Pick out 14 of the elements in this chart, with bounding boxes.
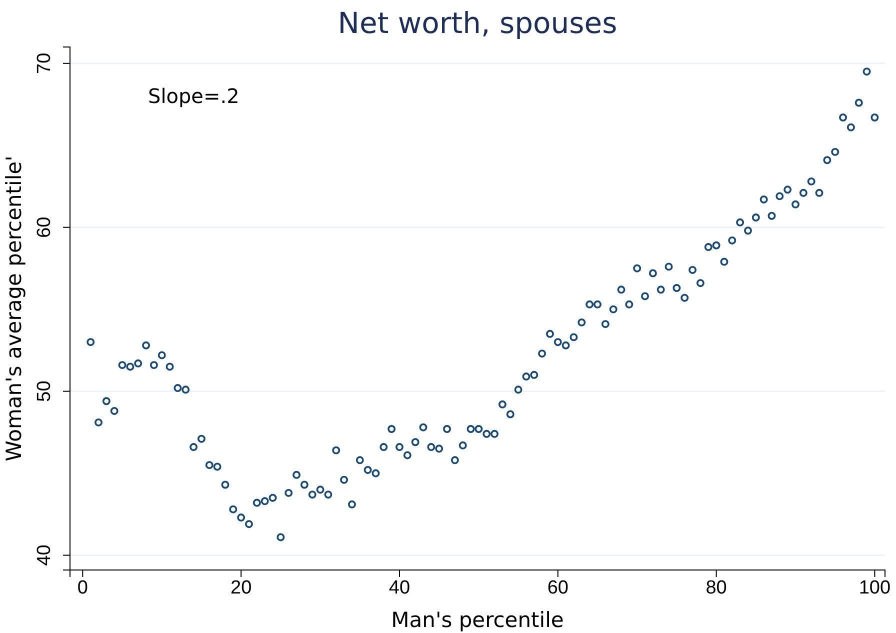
x-tick-label: 0 (77, 577, 88, 598)
y-axis-title: Woman's average percentile' (2, 156, 26, 462)
x-tick-label: 40 (388, 577, 410, 598)
x-tick-label: 60 (547, 577, 568, 598)
x-tick-label: 80 (706, 577, 727, 598)
y-tick-label: 60 (34, 216, 55, 238)
y-tick-label: 70 (34, 52, 55, 74)
y-tick-label: 40 (34, 544, 55, 566)
chart-title: Net worth, spouses (338, 6, 618, 40)
x-axis-title: Man's percentile (391, 608, 564, 632)
annotation: Slope=.2 (148, 84, 240, 108)
x-tick-label: 100 (858, 577, 891, 598)
x-tick-label: 20 (230, 577, 252, 598)
y-tick-label: 50 (34, 380, 55, 402)
